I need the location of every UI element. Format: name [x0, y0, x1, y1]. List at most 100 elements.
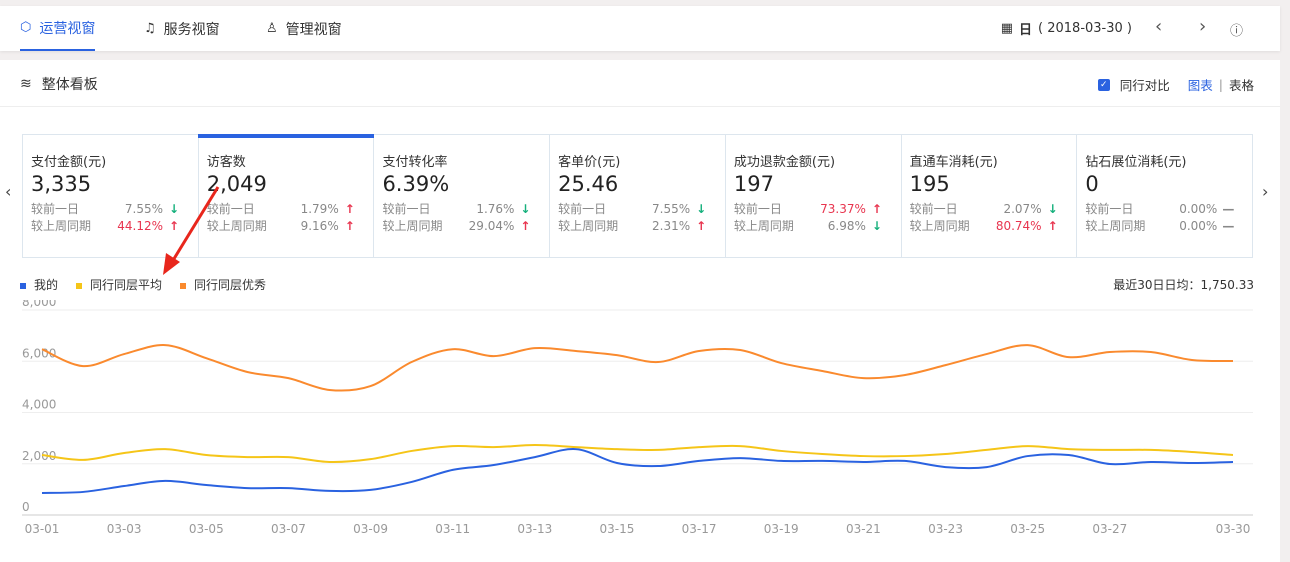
y-tick-label: 8,000 — [22, 300, 56, 309]
headset-icon: ♫ — [144, 21, 156, 36]
view-table-link[interactable]: 表格 — [1228, 78, 1254, 93]
metric-value: 25.46 — [558, 172, 619, 196]
x-tick-label: 03-19 — [764, 522, 799, 536]
person-icon: ♙ — [266, 21, 278, 36]
trend-down-icon: ↓ — [1047, 202, 1058, 216]
comparison-row: 较前一日 0.00% — — [1085, 202, 1235, 216]
trend-up-icon: ↑ — [168, 219, 180, 233]
y-tick-label: 6,000 — [22, 346, 56, 360]
metric-value: 6.39% — [382, 172, 450, 196]
series-line-1 — [41, 444, 1234, 464]
x-tick-label: 03-01 — [25, 522, 60, 536]
trend-up-icon: ↑ — [871, 202, 882, 216]
x-tick-label: 03-30 — [1216, 522, 1251, 536]
comparison-row: 较上周同期 44.12% ↑ — [31, 219, 180, 233]
comparison-row: 较前一日 7.55% ↓ — [31, 202, 180, 216]
legend-item[interactable]: 同行同层优秀 — [180, 276, 266, 293]
comparison-row: 较前一日 73.37% ↑ — [733, 202, 882, 216]
tab-operations[interactable]: ⬡ 运营视窗 — [20, 6, 96, 51]
comparison-row: 较上周同期 0.00% — — [1085, 219, 1235, 233]
comparison-row: 较上周同期 9.16% ↑ — [206, 219, 355, 233]
metric-label: 客单价(元) — [558, 155, 621, 170]
date-picker[interactable]: ▦ 日( 2018-03-30 ) — [1000, 21, 1132, 38]
x-tick-label: 03-23 — [928, 522, 963, 536]
cards-next-button[interactable]: › — [1262, 182, 1269, 201]
metric-label: 支付转化率 — [382, 155, 448, 170]
x-tick-label: 03-05 — [189, 522, 224, 536]
y-tick-label: 0 — [22, 500, 30, 514]
comparison-row: 较上周同期 6.98% ↓ — [733, 219, 882, 233]
x-tick-label: 03-13 — [517, 522, 552, 536]
panel-title: ≋ 整体看板 — [20, 76, 98, 93]
metric-label: 钻石展位消耗(元) — [1085, 155, 1187, 170]
legend-swatch — [76, 282, 83, 289]
y-tick-label: 2,000 — [22, 449, 56, 463]
compare-label: 同行对比 — [1119, 78, 1170, 93]
view-chart-link[interactable]: 图表 — [1187, 78, 1213, 93]
x-tick-label: 03-03 — [107, 522, 142, 536]
x-tick-label: 03-27 — [1092, 522, 1127, 536]
legend-item[interactable]: 同行同层平均 — [76, 276, 162, 293]
x-tick-label: 03-25 — [1010, 522, 1045, 536]
comparison-row: 较上周同期 29.04% ↑ — [382, 219, 531, 233]
legend-item[interactable]: 我的 — [20, 276, 58, 293]
top-bar: ⬡ 运营视窗 ♫ 服务视窗 ♙ 管理视窗 ▦ 日( 2018-03-30 ) ‹ › ⓘ — [0, 6, 1280, 51]
tab-management[interactable]: ♙ 管理视窗 — [266, 21, 342, 38]
average-label: 最近30日日均：1,750.33 — [1113, 278, 1254, 292]
trend-flat-icon: — — [1222, 219, 1235, 233]
metric-card[interactable]: 支付转化率 6.39% 较前一日 1.76% ↓ 较上周同期 29.04% ↑ — [374, 135, 551, 257]
metric-card[interactable]: 支付金额(元) 3,335 较前一日 7.55% ↓ 较上周同期 44.12% ↑ — [23, 135, 199, 257]
comparison-row: 较前一日 2.07% ↓ — [909, 202, 1058, 216]
chart-legend: 我的 同行同层平均 同行同层优秀 — [20, 276, 266, 293]
trend-up-icon: ↑ — [344, 202, 355, 216]
metric-value: 3,335 — [31, 172, 92, 196]
metric-label: 访客数 — [206, 155, 246, 170]
metric-value: 195 — [909, 172, 950, 196]
trend-up-icon: ↑ — [520, 219, 531, 233]
x-tick-label: 03-07 — [271, 522, 306, 536]
metric-card[interactable]: 成功退款金额(元) 197 较前一日 73.37% ↑ 较上周同期 6.98% ↓ — [726, 135, 902, 257]
metric-card[interactable]: 钻石展位消耗(元) 0 较前一日 0.00% — 较上周同期 0.00% — — [1077, 135, 1252, 257]
y-tick-label: 4,000 — [22, 398, 56, 412]
compare-checkbox[interactable]: ✓ — [1097, 78, 1110, 91]
trend-down-icon: ↓ — [871, 219, 882, 233]
layers-icon: ≋ — [20, 76, 32, 92]
comparison-row: 较前一日 7.55% ↓ — [558, 202, 707, 216]
metric-label: 成功退款金额(元) — [733, 155, 836, 170]
cards-prev-button[interactable]: ‹ — [5, 182, 12, 201]
trend-down-icon: ↓ — [520, 202, 531, 216]
prev-date-button[interactable]: ‹ — [1155, 16, 1163, 37]
legend-swatch — [20, 282, 26, 289]
trend-up-icon: ↑ — [344, 219, 355, 233]
tab-service[interactable]: ♫ 服务视窗 — [144, 21, 220, 38]
metric-card[interactable]: 直通车消耗(元) 195 较前一日 2.07% ↓ 较上周同期 80.74% ↑ — [902, 135, 1078, 257]
x-tick-label: 03-15 — [600, 522, 635, 536]
legend-swatch — [180, 282, 187, 289]
overview-panel: ≋ 整体看板 ✓ 同行对比 图表 | 表格 ‹ › 支付金额(元) 3,335 较前… — [0, 60, 1280, 562]
x-tick-label: 03-17 — [682, 522, 717, 536]
shield-icon: ⬡ — [20, 20, 32, 35]
trend-down-icon: ↓ — [696, 202, 707, 216]
line-chart: 0 2,000 4,000 6,000 8,000 03-01 03-03 03-05 03-0… — [22, 300, 1253, 536]
trend-down-icon: ↓ — [168, 202, 180, 216]
x-tick-label: 03-11 — [435, 522, 470, 536]
series-line-0 — [41, 448, 1234, 494]
comparison-row: 较上周同期 80.74% ↑ — [909, 219, 1058, 233]
trend-up-icon: ↑ — [696, 219, 707, 233]
next-date-button[interactable]: › — [1199, 16, 1207, 37]
x-tick-label: 03-21 — [846, 522, 881, 536]
metric-value: 0 — [1085, 172, 1099, 196]
metric-label: 直通车消耗(元) — [909, 155, 998, 170]
metric-card[interactable]: 访客数 2,049 较前一日 1.79% ↑ 较上周同期 9.16% ↑ — [197, 134, 375, 257]
series-line-2 — [41, 344, 1234, 392]
metric-label: 支付金额(元) — [31, 155, 107, 170]
metric-card[interactable]: 客单价(元) 25.46 较前一日 7.55% ↓ 较上周同期 2.31% ↑ — [550, 135, 726, 257]
divider — [0, 106, 1280, 107]
x-tick-label: 03-09 — [353, 522, 388, 536]
calendar-icon: ▦ — [1000, 21, 1014, 36]
metric-cards: 支付金额(元) 3,335 较前一日 7.55% ↓ 较上周同期 44.12% ↑ 访客数 … — [22, 134, 1253, 258]
comparison-row: 较前一日 1.76% ↓ — [382, 202, 531, 216]
trend-flat-icon: — — [1222, 202, 1235, 216]
metric-value: 2,049 — [206, 172, 267, 196]
info-icon[interactable]: ⓘ — [1230, 24, 1244, 39]
